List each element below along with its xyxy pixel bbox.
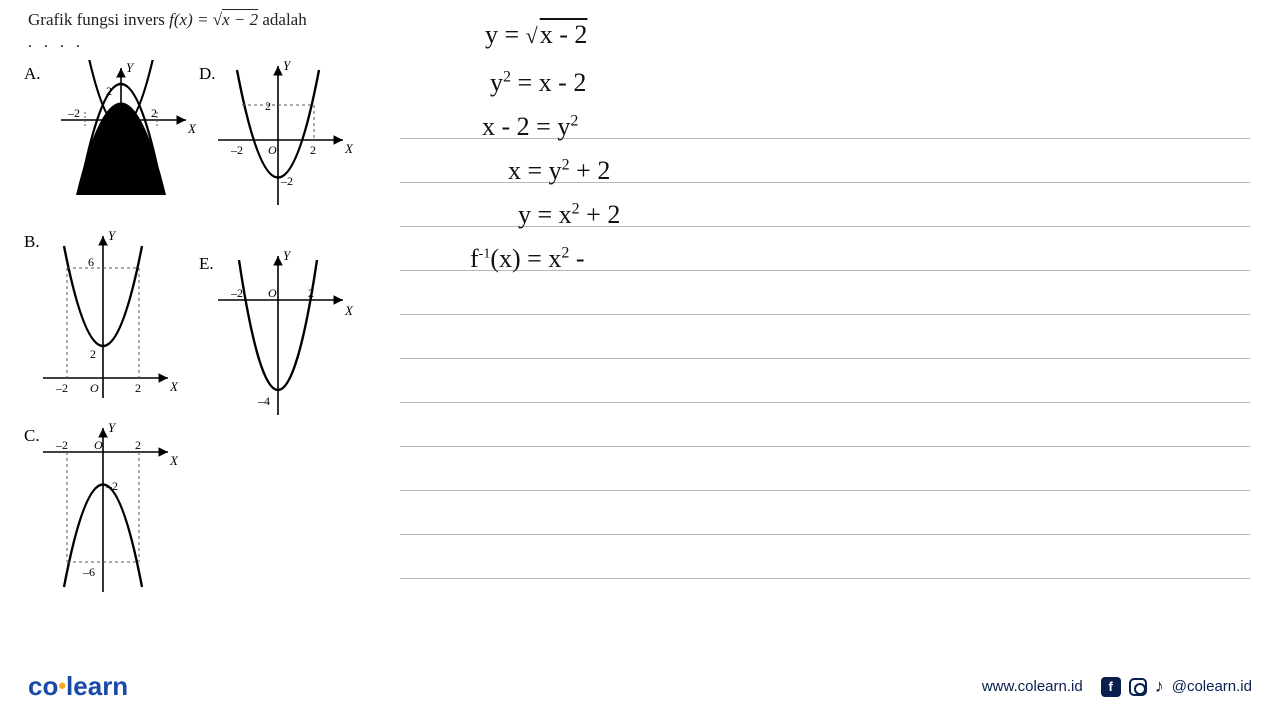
ruled-line (400, 578, 1250, 579)
svg-text:–2: –2 (55, 381, 68, 395)
footer-handle: @colearn.id (1172, 678, 1252, 695)
svg-text:–2: –2 (67, 106, 80, 120)
logo-co: co (28, 671, 58, 701)
handwriting-line: y = x2 + 2 (518, 200, 620, 230)
option-b[interactable]: B. X Y 6 2 –2 2 O (28, 228, 183, 368)
svg-text:2: 2 (135, 438, 141, 452)
svg-text:X: X (344, 141, 354, 156)
ruled-line (400, 446, 1250, 447)
logo-learn: learn (66, 671, 128, 701)
q-ellipsis: . . . . (28, 34, 388, 52)
handwriting-line: f-1(x) = x2 - (470, 244, 585, 274)
handwriting-line: y2 = x - 2 (490, 68, 586, 98)
svg-text:O: O (90, 381, 99, 395)
q-sqrt: √ (213, 10, 222, 29)
work-area: y = √x - 2 y2 = x - 2 x - 2 = y2 x = y2 + 2… (400, 20, 1250, 640)
svg-text:2: 2 (308, 286, 314, 300)
graph-a: X Y 2 –2 2 –2 (46, 60, 201, 200)
q-prefix: Grafik fungsi invers (28, 10, 169, 29)
svg-text:–2: –2 (280, 174, 293, 188)
option-e[interactable]: E. X Y –4 –2 2 O (203, 250, 358, 390)
svg-text:Y: Y (108, 228, 117, 243)
ruled-line (400, 358, 1250, 359)
footer-right: www.colearn.id f ♪ @colearn.id (982, 676, 1252, 697)
handwriting-line: y = √x - 2 (485, 20, 587, 50)
svg-text:2: 2 (151, 106, 157, 120)
ruled-line (400, 402, 1250, 403)
handwriting-line: x = y2 + 2 (508, 156, 610, 186)
ruled-line (400, 490, 1250, 491)
option-a-label: A. (24, 64, 41, 84)
svg-text:Y: Y (108, 422, 117, 435)
graph-b: X Y 6 2 –2 2 O (28, 228, 183, 408)
logo: co•learn (28, 671, 128, 702)
svg-text:–2: –2 (230, 143, 243, 157)
social-icons: f ♪ @colearn.id (1101, 676, 1252, 697)
svg-text:O: O (126, 122, 135, 136)
handwriting-line: x - 2 = y2 (482, 112, 578, 142)
q-radicand: x − 2 (222, 10, 258, 29)
graph-d: X Y 2 –2 –2 2 O (203, 60, 358, 210)
svg-text:6: 6 (88, 255, 94, 269)
graph-e: X Y –4 –2 2 O (203, 250, 358, 420)
svg-text:–2: –2 (123, 139, 136, 153)
svg-text:Y: Y (283, 250, 292, 263)
question-panel: Grafik fungsi invers f(x) = √x − 2 adala… (28, 10, 388, 60)
svg-text:X: X (169, 453, 179, 468)
svg-text:2: 2 (265, 99, 271, 113)
logo-dot: • (58, 673, 66, 698)
svg-text:–2: –2 (55, 438, 68, 452)
question-text: Grafik fungsi invers f(x) = √x − 2 adala… (28, 10, 388, 30)
svg-text:O: O (268, 286, 277, 300)
svg-text:O: O (268, 143, 277, 157)
option-a[interactable]: A. X Y (28, 60, 183, 200)
ruled-line (400, 314, 1250, 315)
svg-text:O: O (94, 438, 103, 452)
svg-text:2: 2 (310, 143, 316, 157)
footer: co•learn www.colearn.id f ♪ @colearn.id (28, 671, 1252, 702)
footer-url: www.colearn.id (982, 678, 1083, 695)
tiktok-icon: ♪ (1155, 676, 1164, 697)
svg-text:–4: –4 (257, 394, 270, 408)
svg-text:2: 2 (106, 84, 112, 98)
facebook-icon: f (1101, 677, 1121, 697)
svg-text:X: X (187, 121, 197, 136)
svg-text:–2: –2 (230, 286, 243, 300)
svg-text:Y: Y (126, 60, 135, 75)
svg-text:2: 2 (90, 347, 96, 361)
option-c[interactable]: C. X Y –2 –6 –2 2 O (28, 422, 183, 562)
option-d[interactable]: D. X Y 2 –2 –2 2 O (203, 60, 358, 200)
graph-c: X Y –2 –6 –2 2 O (28, 422, 183, 602)
ruled-line (400, 534, 1250, 535)
svg-text:–2: –2 (105, 479, 118, 493)
svg-text:Y: Y (283, 60, 292, 73)
svg-text:–6: –6 (82, 565, 95, 579)
q-fx: f(x) = (169, 10, 213, 29)
svg-text:2: 2 (135, 381, 141, 395)
q-suffix: adalah (262, 10, 306, 29)
svg-text:X: X (169, 379, 179, 394)
svg-text:X: X (344, 303, 354, 318)
instagram-icon (1129, 678, 1147, 696)
